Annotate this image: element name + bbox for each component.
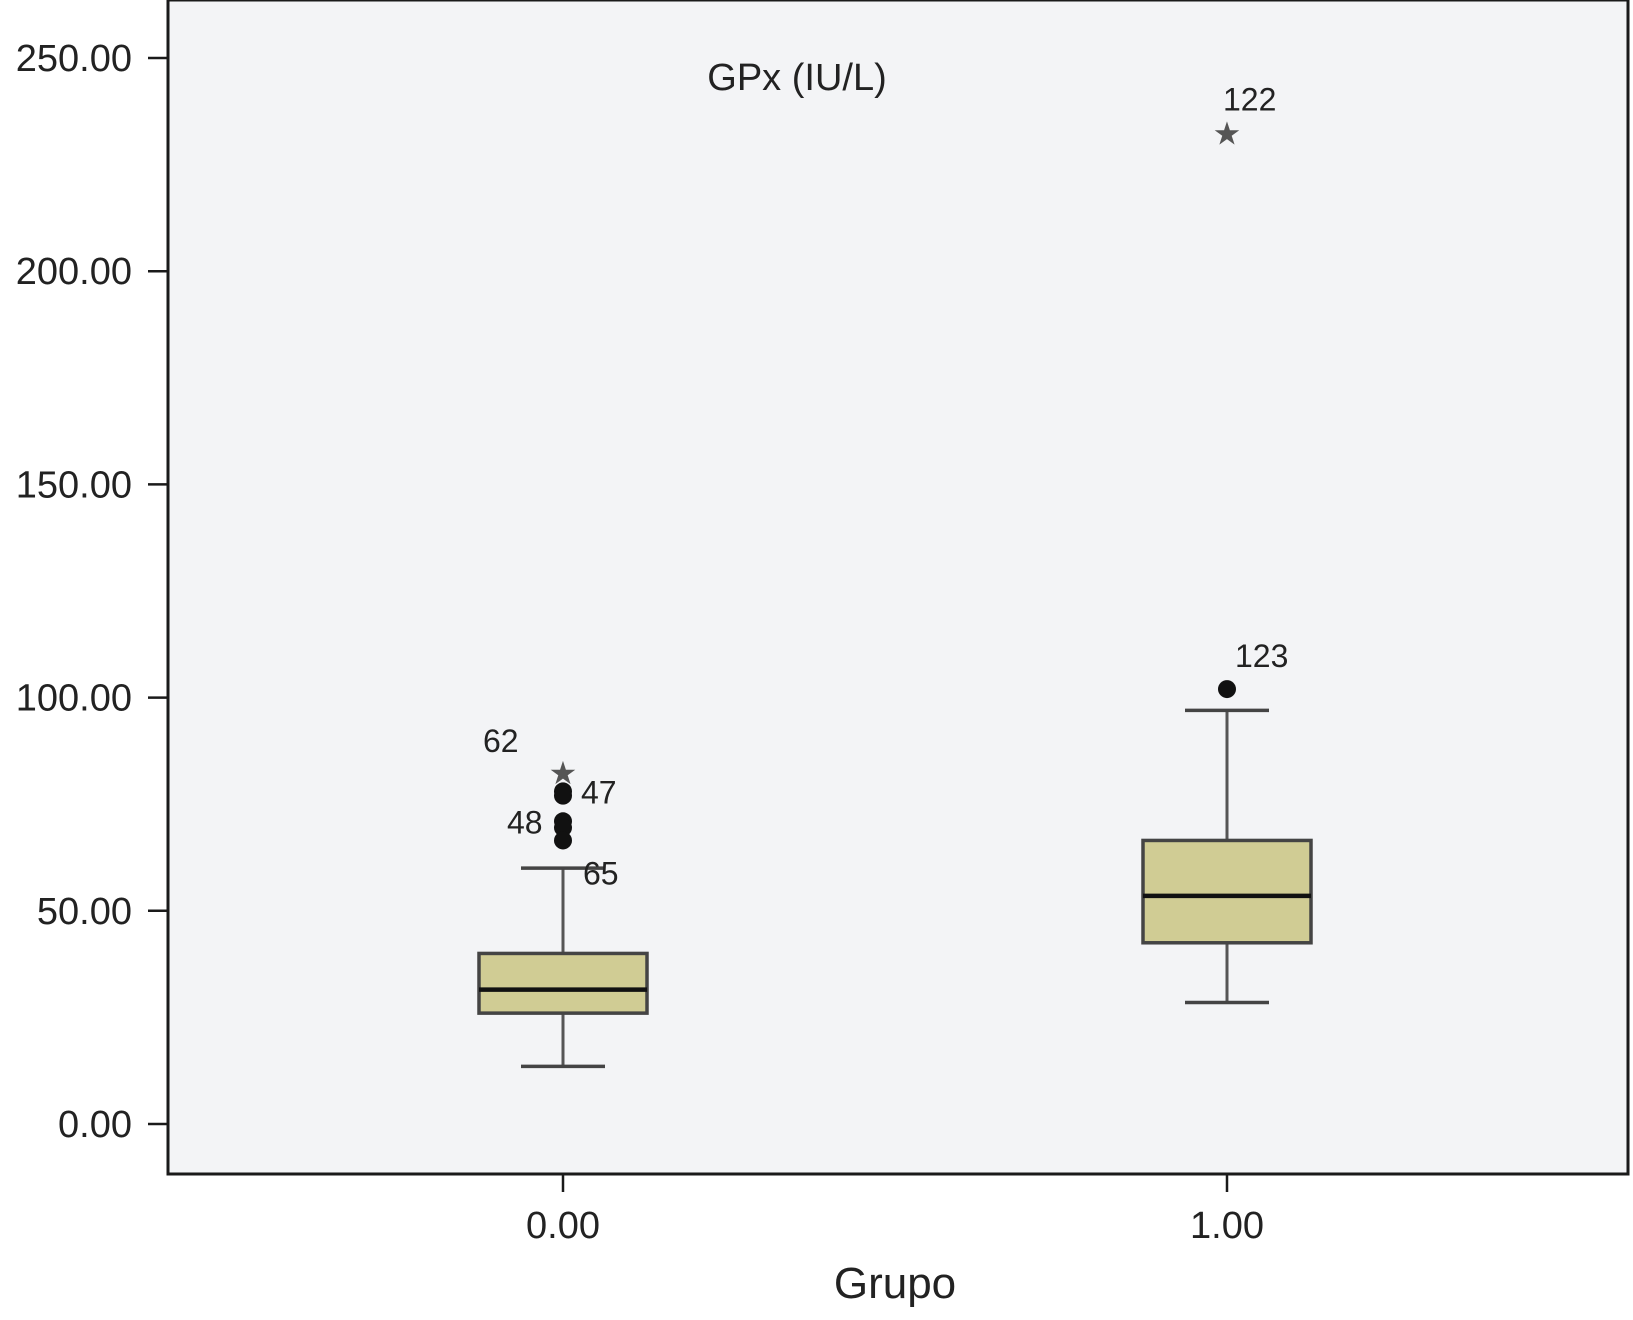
plot-area bbox=[166, 0, 1630, 1176]
box-1: ★122 123 bbox=[1141, 81, 1313, 1005]
outlier-label: 122 bbox=[1223, 81, 1276, 117]
outlier-label: 62 bbox=[483, 723, 519, 759]
x-axis: 0.00 1.00 bbox=[526, 1174, 1264, 1247]
y-tick-label: 0.00 bbox=[58, 1104, 132, 1146]
box-iqr bbox=[477, 951, 649, 1015]
y-tick-label: 150.00 bbox=[16, 464, 132, 506]
y-axis: 0.00 50.00 100.00 150.00 200.00 250.00 bbox=[16, 38, 168, 1146]
y-tick-label: 200.00 bbox=[16, 251, 132, 293]
x-tick-label: 1.00 bbox=[1190, 1205, 1264, 1247]
chart-title: GPx (IU/L) bbox=[707, 57, 886, 99]
outlier-label: 65 bbox=[583, 855, 619, 891]
x-tick-label: 0.00 bbox=[526, 1205, 600, 1247]
box-iqr bbox=[1141, 838, 1313, 945]
outlier-point bbox=[1218, 680, 1236, 699]
outlier-label: 48 bbox=[507, 804, 543, 840]
outlier-label: 123 bbox=[1235, 638, 1288, 674]
y-tick-label: 50.00 bbox=[37, 891, 132, 933]
outlier-point bbox=[554, 786, 572, 805]
y-tick-label: 250.00 bbox=[16, 38, 132, 80]
x-axis-title: Grupo bbox=[834, 1259, 956, 1308]
outlier-label: 47 bbox=[581, 774, 617, 810]
boxes-group: ★ 62 47 48 65 ★122 123 bbox=[477, 81, 1313, 1069]
y-tick-label: 100.00 bbox=[16, 678, 132, 720]
outlier-point bbox=[554, 818, 572, 837]
outlier-point bbox=[554, 831, 572, 850]
extreme-outlier: ★ bbox=[1213, 115, 1242, 151]
